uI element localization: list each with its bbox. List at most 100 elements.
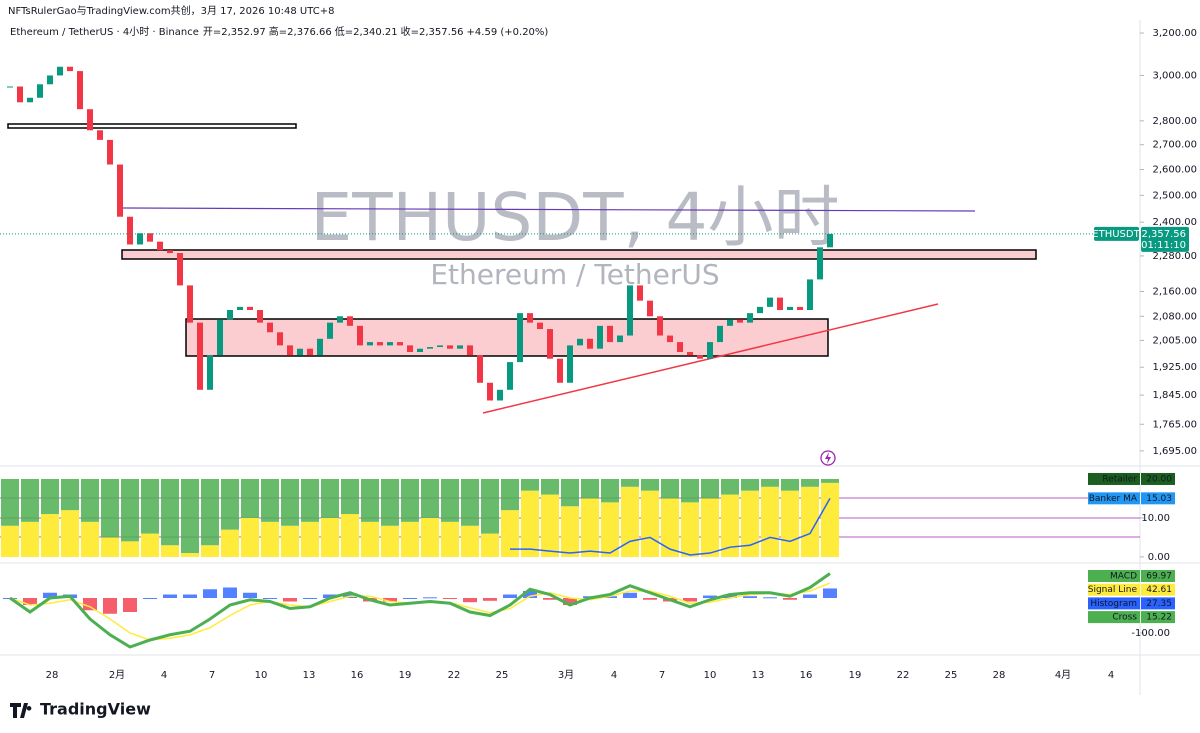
retailer-bar bbox=[821, 482, 839, 557]
candle bbox=[207, 355, 213, 390]
candle bbox=[567, 345, 573, 383]
candle bbox=[697, 355, 703, 359]
retailer-fill bbox=[661, 478, 679, 499]
retailer-fill bbox=[441, 478, 459, 522]
retailer-fill bbox=[421, 478, 439, 518]
retailer-fill bbox=[141, 478, 159, 534]
candle bbox=[647, 300, 653, 317]
retailer-bar bbox=[541, 494, 559, 557]
histogram-bar bbox=[483, 598, 497, 601]
header-text: 2,357.56 bbox=[419, 27, 464, 38]
histogram-bar bbox=[283, 598, 297, 602]
candle bbox=[157, 241, 163, 251]
histogram-bar bbox=[123, 598, 137, 612]
histogram-bar bbox=[303, 598, 317, 600]
candle bbox=[517, 313, 523, 363]
retailer-bar bbox=[61, 510, 79, 557]
candle bbox=[277, 332, 283, 346]
candle bbox=[677, 342, 683, 353]
candle bbox=[317, 338, 323, 356]
histogram-bar bbox=[163, 594, 177, 599]
header-text: 高= bbox=[269, 25, 287, 38]
retailer-bar bbox=[641, 490, 659, 557]
retailer-bar bbox=[381, 525, 399, 557]
macd-line bbox=[9, 572, 831, 649]
candle bbox=[337, 316, 343, 323]
candle bbox=[187, 285, 193, 323]
candle bbox=[37, 84, 43, 98]
candle bbox=[197, 322, 203, 390]
candle bbox=[167, 250, 173, 254]
retailer-fill bbox=[481, 478, 499, 534]
retailer-fill bbox=[681, 478, 699, 503]
retailer-fill bbox=[741, 478, 759, 491]
retailer-bar bbox=[121, 541, 139, 557]
candle bbox=[717, 325, 723, 343]
retailer-bar bbox=[741, 490, 759, 557]
histogram-bar bbox=[143, 598, 157, 600]
header-text: Ethereum / TetherUS · 4小时 · Binance bbox=[10, 26, 199, 38]
candle bbox=[817, 247, 823, 280]
candle bbox=[557, 358, 563, 383]
watermark-subtitle: Ethereum / TetherUS bbox=[430, 258, 719, 291]
retailer-bar bbox=[681, 502, 699, 557]
brand: TradingView bbox=[10, 700, 151, 719]
retailer-bar bbox=[261, 521, 279, 557]
alert-icon[interactable] bbox=[820, 450, 836, 466]
candle bbox=[497, 389, 503, 401]
histogram-bar bbox=[383, 598, 397, 602]
candle bbox=[657, 316, 663, 336]
legend-tag bbox=[1088, 611, 1140, 624]
candle bbox=[67, 66, 73, 72]
retailer-bar bbox=[141, 533, 159, 557]
x-tick-label: 16 bbox=[800, 670, 813, 681]
retailer-fill bbox=[621, 478, 639, 487]
symbol-line: Ethereum / TetherUS · 4小时 · Binance 开= 2,3… bbox=[10, 25, 548, 38]
retailer-bar bbox=[581, 498, 599, 557]
retailer-fill bbox=[161, 478, 179, 546]
retailer-fill bbox=[581, 478, 599, 499]
candle bbox=[777, 297, 783, 310]
candle bbox=[787, 306, 793, 310]
histogram-bar bbox=[103, 598, 117, 614]
header-text: 2,376.66 bbox=[287, 27, 332, 38]
candle bbox=[107, 139, 113, 165]
retailer-fill bbox=[181, 478, 199, 554]
candle bbox=[17, 86, 23, 103]
header-text: 2,340.21 bbox=[353, 27, 398, 38]
header-text: 收= bbox=[401, 25, 419, 38]
retailer-fill bbox=[61, 478, 79, 511]
histogram-bar bbox=[243, 592, 257, 599]
retailer-fill bbox=[101, 478, 119, 538]
candle bbox=[297, 348, 303, 356]
retailer-bar bbox=[1, 525, 19, 557]
candle bbox=[247, 306, 253, 310]
retailer-fill bbox=[41, 478, 59, 515]
retailer-fill bbox=[381, 478, 399, 526]
candle bbox=[627, 285, 633, 336]
legend-tag bbox=[1088, 597, 1140, 610]
candle bbox=[577, 338, 583, 346]
candle bbox=[637, 285, 643, 301]
price-tag bbox=[1141, 226, 1189, 252]
candle bbox=[357, 325, 363, 346]
y-tick-label: 2,700.00 bbox=[1152, 140, 1197, 151]
legend-name: Banker MA bbox=[1089, 494, 1138, 504]
price-tag-text: 2,357.56 bbox=[1141, 229, 1186, 240]
candle bbox=[547, 329, 553, 359]
candle bbox=[307, 348, 313, 356]
retailer-bar bbox=[801, 486, 819, 557]
candle bbox=[387, 342, 393, 346]
candle bbox=[487, 382, 493, 401]
retailer-bar bbox=[201, 545, 219, 557]
retailer-fill bbox=[21, 478, 39, 522]
retailer-bar bbox=[181, 553, 199, 557]
retailer-bar bbox=[701, 498, 719, 557]
legend-value: 15.22 bbox=[1146, 613, 1172, 623]
header-text: 开= bbox=[203, 27, 221, 38]
candle bbox=[807, 279, 813, 310]
candle bbox=[47, 75, 53, 85]
candle bbox=[327, 322, 333, 339]
